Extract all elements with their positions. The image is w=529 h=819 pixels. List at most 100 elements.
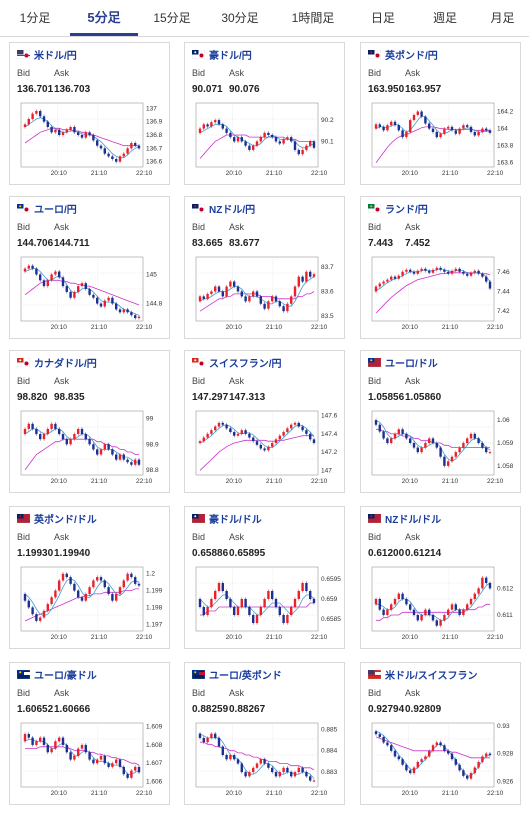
candle	[477, 761, 480, 768]
candle	[252, 291, 255, 297]
candle	[286, 137, 289, 140]
candle	[466, 604, 469, 610]
pair-title[interactable]: 米ドル/円	[34, 51, 77, 62]
x-tick-label: 20:10	[51, 790, 68, 797]
price-chart[interactable]: 1.609 1.608 1.607 1.606 20:10 21:10 22:10	[10, 717, 171, 803]
pair-title[interactable]: NZドル/ドル	[385, 515, 442, 526]
rate-card-usd-jpy[interactable]: 米ドル/円 Bid Ask 136.701 136.703 137 136.9 136.8 13…	[9, 42, 170, 185]
rate-card-usd-chf[interactable]: 米ドル/スイスフラン Bid Ask 0.92794 0.92809 0.93 0.928 0…	[360, 662, 521, 805]
price-chart[interactable]: 90.2 90.1 20:10 21:10 22:10	[185, 97, 346, 183]
candle	[84, 593, 87, 601]
candle	[386, 438, 389, 443]
price-chart[interactable]: 7.46 7.44 7.42 20:10 21:10 22:10	[361, 251, 522, 337]
pair-title[interactable]: 英ポンド/円	[385, 51, 438, 62]
y-tick-label: 1.608	[146, 742, 163, 749]
x-tick-label: 20:10	[226, 170, 243, 177]
rate-card-eur-gbp[interactable]: ユーロ/英ポンド Bid Ask 0.88259 0.88267 0.885 0.884 0.…	[184, 662, 345, 805]
pair-title[interactable]: 豪ドル/ドル	[209, 515, 262, 526]
pair-title[interactable]: カナダドル/円	[34, 359, 97, 370]
candle	[466, 775, 469, 779]
candle	[297, 149, 300, 155]
candle	[73, 755, 76, 760]
candle	[305, 145, 308, 150]
candle	[46, 604, 49, 611]
ask-label: Ask	[405, 222, 421, 232]
pair-title[interactable]: ユーロ/円	[34, 205, 77, 216]
rate-card-nzd-usd[interactable]: NZドル/ドル Bid Ask 0.61200 0.61214 0.612 0.611 20:…	[360, 506, 521, 649]
pair-title[interactable]: ユーロ/ドル	[385, 359, 438, 370]
candle	[69, 127, 72, 130]
candle	[54, 741, 57, 749]
rate-card-nzd-jpy[interactable]: NZドル/円 Bid Ask 83.665 83.677 83.7 83.6 83.5 20:1…	[184, 196, 345, 339]
tab-3[interactable]: 15分足	[153, 11, 191, 25]
pair-title[interactable]: スイスフラン/円	[209, 359, 282, 370]
price-chart[interactable]: 1.2 1.199 1.198 1.197 20:10 21:10 22:10	[10, 561, 171, 647]
candle	[118, 309, 122, 313]
rate-card-eur-usd[interactable]: ユーロ/ドル Bid Ask 1.05856 1.05860 1.06 1.059 1.058…	[360, 350, 521, 493]
candle	[286, 428, 289, 433]
x-tick-label: 22:10	[487, 170, 504, 177]
candle	[416, 111, 419, 115]
candle	[255, 141, 259, 146]
candle	[290, 137, 293, 142]
price-chart[interactable]: 0.885 0.884 0.883 20:10 21:10 22:10	[185, 717, 346, 803]
rate-card-chf-jpy[interactable]: スイスフラン/円 Bid Ask 147.297 147.313 147.6 147.4 14…	[184, 350, 345, 493]
candle	[416, 270, 419, 274]
ask-value: 163.957	[405, 84, 442, 95]
candle	[401, 759, 404, 765]
pair-title[interactable]: ランド/円	[385, 205, 428, 216]
price-chart[interactable]: 99 98.9 98.8 20:10 21:10 22:10	[10, 405, 171, 491]
rate-card-zar-jpy[interactable]: ランド/円 Bid Ask 7.443 7.452 7.46 7.44 7.42 20:10 21…	[360, 196, 521, 339]
rate-card-eur-jpy[interactable]: ユーロ/円 Bid Ask 144.706 144.711 145 144.8 20:10 21…	[9, 196, 170, 339]
candle	[122, 454, 125, 460]
pair-title[interactable]: ユーロ/英ポンド	[209, 671, 282, 682]
candle	[458, 609, 461, 615]
pair-title[interactable]: NZドル/円	[209, 205, 256, 216]
x-tick-label: 21:10	[266, 478, 283, 485]
price-chart[interactable]: 83.7 83.6 83.5 20:10 21:10 22:10	[185, 251, 346, 337]
x-tick-label: 21:10	[442, 790, 459, 797]
tab-7[interactable]: 週足	[432, 11, 457, 25]
candle	[118, 454, 122, 460]
rate-card-eur-aud[interactable]: ユーロ/豪ドル Bid Ask 1.60652 1.60666 1.609 1.608 1.6…	[9, 662, 170, 805]
x-tick-label: 22:10	[311, 478, 328, 485]
candle	[267, 132, 270, 135]
x-tick-label: 21:10	[442, 478, 459, 485]
candle	[409, 438, 412, 443]
pair-title[interactable]: ユーロ/豪ドル	[34, 671, 97, 682]
tab-2[interactable]: 5分足	[70, 0, 138, 36]
candle	[92, 135, 95, 141]
pair-title[interactable]: 米ドル/スイスフラン	[385, 671, 478, 682]
candle	[46, 121, 49, 127]
tab-5[interactable]: 1時間足	[291, 11, 335, 25]
price-chart[interactable]: 1.06 1.059 1.058 20:10 21:10 22:10	[361, 405, 522, 491]
rate-card-gbp-usd[interactable]: 英ポンド/ドル Bid Ask 1.19930 1.19940 1.2 1.199 1.198…	[9, 506, 170, 649]
price-chart[interactable]: 147.6 147.4 147.2 147 20:10 21:10 22:10	[185, 405, 346, 491]
candle	[225, 286, 228, 297]
candle	[137, 459, 141, 465]
rate-card-aud-usd[interactable]: 豪ドル/ドル Bid Ask 0.65886 0.65895 0.6595 0.659 0.6…	[184, 506, 345, 649]
candle	[409, 604, 412, 610]
pair-title[interactable]: 英ポンド/ドル	[34, 515, 97, 526]
price-chart[interactable]: 0.6595 0.659 0.6585 20:10 21:10 22:10	[185, 561, 346, 647]
price-chart[interactable]: 164.2 164 163.8 163.6 20:10 21:10 22:10	[361, 97, 522, 183]
candle	[278, 772, 281, 777]
rate-card-gbp-jpy[interactable]: 英ポンド/円 Bid Ask 163.950 163.957 164.2 164 163.8 1…	[360, 42, 521, 185]
price-chart[interactable]: 137 136.9 136.8 136.7 136.6 20:10 21:10 22:10	[10, 97, 171, 183]
price-chart[interactable]: 0.93 0.928 0.926 20:10 21:10 22:10	[361, 717, 522, 803]
candle	[202, 296, 205, 299]
price-chart[interactable]: 0.612 0.611 20:10 21:10 22:10	[361, 561, 522, 647]
pair-title[interactable]: 豪ドル/円	[209, 51, 252, 62]
price-chart[interactable]: 145 144.8 20:10 21:10 22:10	[10, 251, 171, 337]
candle	[65, 286, 68, 292]
candle	[134, 577, 137, 584]
tab-8[interactable]: 月足	[490, 11, 515, 25]
tab-4[interactable]: 30分足	[221, 11, 259, 25]
tab-6[interactable]: 日足	[370, 11, 395, 25]
tab-1[interactable]: 1分足	[19, 11, 51, 25]
rate-card-cad-jpy[interactable]: カナダドル/円 Bid Ask 98.820 98.835 99 98.9 98.8 20:10…	[9, 350, 170, 493]
candle	[229, 599, 232, 607]
candle	[424, 116, 427, 124]
rate-card-aud-jpy[interactable]: 豪ドル/円 Bid Ask 90.071 90.076 90.2 90.1 20:10 21:1…	[184, 42, 345, 185]
y-tick-label: 90.2	[321, 117, 334, 124]
